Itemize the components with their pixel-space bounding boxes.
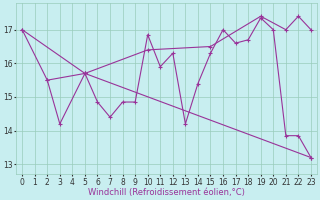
X-axis label: Windchill (Refroidissement éolien,°C): Windchill (Refroidissement éolien,°C) (88, 188, 245, 197)
